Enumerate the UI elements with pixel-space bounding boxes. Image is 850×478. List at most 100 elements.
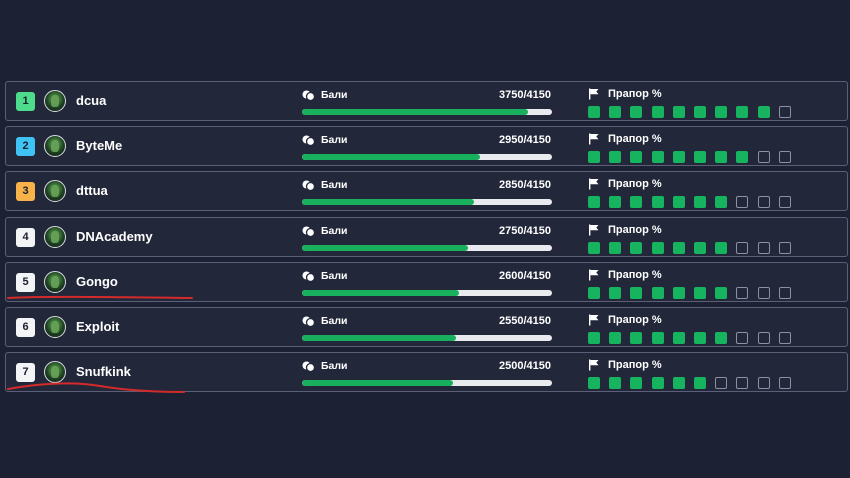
flag-box	[588, 286, 600, 299]
flag-box	[609, 331, 622, 344]
flag-progress	[588, 286, 791, 299]
points-label: Бали	[321, 314, 348, 327]
score-value: 2500/4150	[499, 360, 551, 373]
flag-icon	[589, 133, 599, 145]
flag-box	[672, 196, 685, 209]
flag-box	[693, 377, 706, 390]
score-progress-fill	[302, 380, 453, 387]
flag-box	[715, 106, 728, 118]
flag-box	[715, 151, 728, 164]
score-progress-fill	[302, 109, 528, 115]
flag-box	[609, 377, 622, 390]
score-progress-bar	[302, 199, 552, 206]
flag-label: Прапор %	[608, 133, 662, 146]
flag-box	[672, 106, 685, 118]
score-progress-bar	[302, 154, 552, 161]
team-avatar	[44, 225, 66, 248]
team-name[interactable]: DNAcademy	[76, 228, 153, 244]
flag-box	[672, 241, 685, 254]
rank-badge: 7	[16, 363, 35, 383]
flag-box	[778, 331, 791, 344]
flag-box	[715, 196, 728, 209]
points-label: Бали	[321, 224, 348, 237]
flag-box	[630, 241, 643, 254]
flag-label: Прапор %	[608, 313, 662, 326]
flag-box	[672, 286, 685, 299]
rank-badge: 5	[16, 272, 35, 292]
flag-progress	[588, 196, 791, 209]
flag-box	[651, 286, 664, 299]
score-value: 2950/4150	[499, 134, 551, 147]
score-progress-fill	[302, 289, 459, 296]
score-progress-bar	[302, 244, 552, 251]
flag-box	[630, 331, 643, 344]
flag-box	[630, 286, 643, 299]
flag-box	[588, 331, 600, 344]
score-progress-bar	[302, 380, 552, 387]
team-row: 6 Exploit Бали 2550/4150 Прапор %	[5, 306, 848, 347]
team-row: 7 Snufkink Бали 2500/4150 Прапор %	[5, 352, 848, 393]
team-row: 3 dttua Бали 2850/4150 Прапор %	[5, 171, 848, 212]
team-row: 4 DNAcademy Бали 2750/4150 Прапор %	[5, 216, 848, 257]
scoreboard: 1 dcua Бали 3750/4150 Прапор % 2 ByteMe …	[5, 81, 848, 397]
flag-box	[778, 286, 791, 299]
coins-icon	[302, 226, 315, 237]
team-name[interactable]: dcua	[76, 93, 107, 108]
points-label: Бали	[321, 360, 348, 373]
flag-box	[630, 196, 643, 209]
coins-icon	[302, 361, 315, 373]
team-avatar	[44, 361, 66, 384]
flag-box	[609, 196, 622, 209]
rank-badge: 6	[16, 317, 35, 337]
score-progress-fill	[302, 154, 480, 161]
team-name[interactable]: dttua	[76, 183, 108, 199]
flag-box	[736, 377, 749, 390]
flag-box	[588, 106, 600, 118]
flag-box	[651, 331, 664, 344]
flag-box	[736, 196, 749, 209]
flag-box	[736, 106, 749, 118]
team-name[interactable]: Gongo	[76, 273, 118, 289]
flag-box	[693, 241, 706, 254]
score-progress-bar	[302, 289, 552, 296]
team-name[interactable]: ByteMe	[76, 138, 123, 154]
team-name[interactable]: Snufkink	[76, 364, 131, 380]
flag-box	[757, 196, 770, 209]
team-row: 1 dcua Бали 3750/4150 Прапор %	[5, 81, 848, 121]
flag-box	[693, 331, 706, 344]
rank-badge: 2	[16, 137, 35, 157]
flag-box	[651, 196, 664, 209]
flag-icon	[589, 88, 599, 100]
flag-box	[736, 241, 749, 254]
flag-box	[715, 241, 728, 254]
coins-icon	[302, 135, 315, 147]
team-avatar	[44, 270, 66, 293]
team-row: 5 Gongo Бали 2600/4150 Прапор %	[5, 261, 848, 302]
flag-box	[651, 106, 664, 118]
score-progress-fill	[302, 334, 456, 341]
team-avatar	[44, 315, 66, 338]
flag-box	[736, 286, 749, 299]
score-progress-fill	[302, 199, 474, 206]
flag-box	[672, 331, 685, 344]
flag-box	[630, 106, 643, 118]
flag-progress	[588, 106, 791, 118]
flag-box	[736, 331, 749, 344]
coins-icon	[302, 90, 315, 101]
team-avatar	[44, 90, 66, 112]
score-value: 2600/4150	[499, 269, 551, 282]
score-value: 2750/4150	[499, 224, 551, 237]
flag-box	[693, 151, 706, 164]
coins-icon	[302, 180, 315, 192]
flag-box	[588, 151, 600, 164]
flag-icon	[589, 178, 599, 190]
score-value: 3750/4150	[499, 89, 551, 101]
team-name[interactable]: Exploit	[76, 318, 120, 334]
flag-box	[693, 196, 706, 209]
flag-box	[778, 241, 791, 254]
points-label: Бали	[321, 269, 348, 282]
team-avatar	[44, 135, 66, 158]
flag-box	[757, 106, 770, 118]
rank-badge: 3	[16, 182, 35, 202]
flag-box	[757, 331, 770, 344]
